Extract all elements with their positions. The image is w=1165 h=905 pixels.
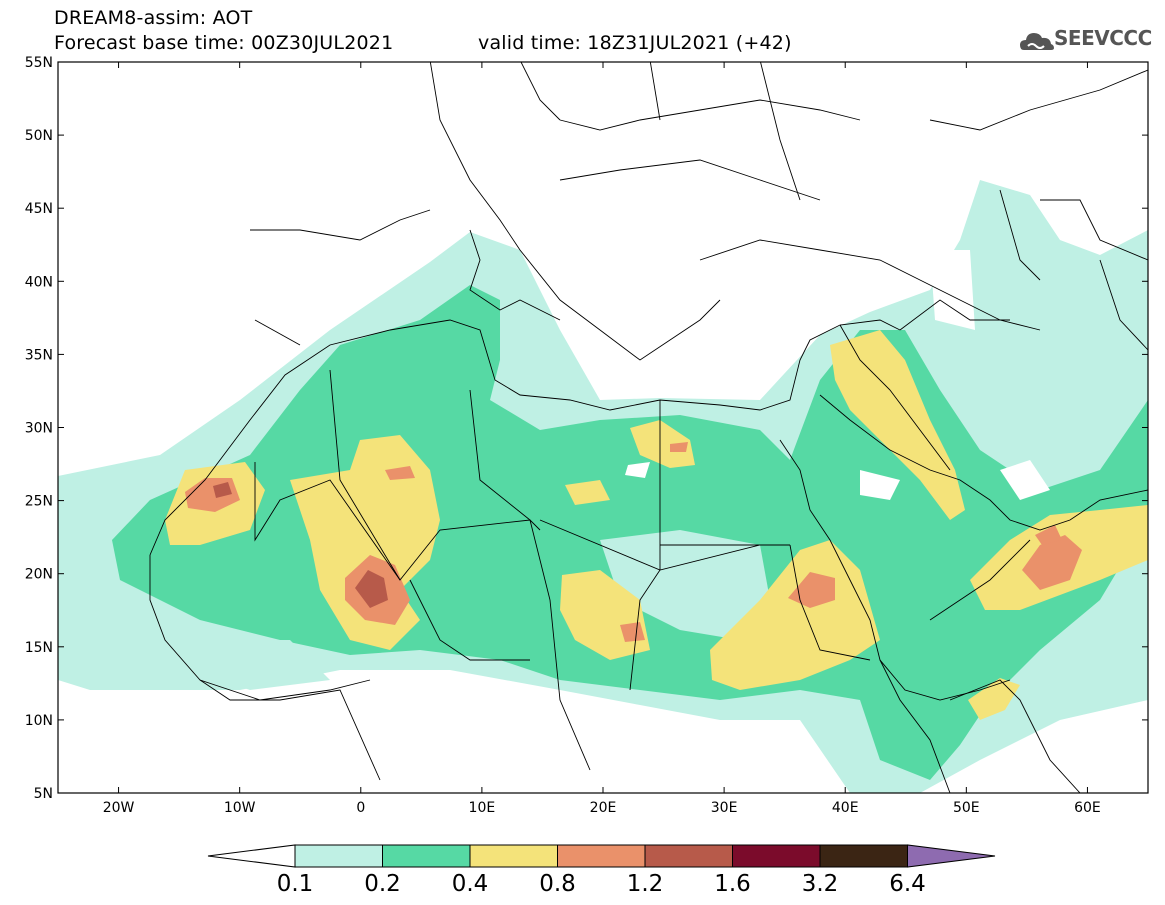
colorbar-max-triangle xyxy=(907,844,996,868)
lon-tick-label: 20W xyxy=(103,800,135,816)
map-title: DREAM8-assim: AOT xyxy=(54,7,253,29)
colorbar-swatch xyxy=(819,844,908,868)
lat-tick-label: 45N xyxy=(25,201,53,217)
dust-field xyxy=(58,62,1148,793)
lat-tick-label: 50N xyxy=(25,128,53,144)
lat-tick-label: 35N xyxy=(25,347,53,363)
lat-tick-label: 55N xyxy=(25,55,53,71)
longitude-axis: 20W 10W 0 10E 20E 30E 40E 50E 60E xyxy=(103,62,1101,816)
colorbar-swatch xyxy=(557,844,646,868)
colorbar-level-label: 1.6 xyxy=(714,871,751,897)
forecast-base-time: Forecast base time: 00Z30JUL2021 xyxy=(54,32,394,54)
lat-tick-label: 5N xyxy=(34,786,53,802)
lat-tick-label: 30N xyxy=(25,421,53,437)
colorbar-level-label: 0.4 xyxy=(451,871,489,897)
lon-tick-label: 10W xyxy=(224,800,256,816)
lon-tick-label: 20E xyxy=(590,800,617,816)
lon-tick-label: 40E xyxy=(832,800,859,816)
lat-tick-label: 20N xyxy=(25,567,53,583)
lon-tick-label: 0 xyxy=(356,800,365,816)
logo-text: SEEVCCC xyxy=(1054,26,1152,50)
lon-tick-label: 60E xyxy=(1074,800,1101,816)
colorbar-level-label: 0.2 xyxy=(364,871,401,897)
lat-tick-label: 15N xyxy=(25,640,53,656)
lon-tick-label: 10E xyxy=(469,800,496,816)
colorbar-swatch xyxy=(644,844,733,868)
colorbar-swatch xyxy=(382,844,471,868)
latitude-axis: 55N 50N 45N 40N 35N 30N 25N 20N 15N 10N 5N xyxy=(25,55,1148,802)
colorbar-level-label: 0.8 xyxy=(539,871,576,897)
colorbar-level-label: 6.4 xyxy=(889,871,926,897)
colorbar-min-triangle xyxy=(207,844,296,868)
colorbar-swatch xyxy=(294,844,383,868)
lat-tick-label: 10N xyxy=(25,713,53,729)
lat-tick-label: 25N xyxy=(25,494,53,510)
valid-time: valid time: 18Z31JUL2021 (+42) xyxy=(478,32,792,54)
colorbar-level-label: 1.2 xyxy=(626,871,664,897)
lon-tick-label: 50E xyxy=(953,800,980,816)
colorbar-level-label: 3.2 xyxy=(801,871,839,897)
colorbar-swatch xyxy=(732,844,821,868)
colorbar-swatch xyxy=(469,844,558,868)
colorbar xyxy=(207,844,996,868)
lat-tick-label: 40N xyxy=(25,274,53,290)
colorbar-level-label: 0.1 xyxy=(276,871,314,897)
country-borders xyxy=(149,62,1148,793)
cloud-logo-icon xyxy=(1020,33,1054,50)
lon-tick-label: 30E xyxy=(711,800,738,816)
